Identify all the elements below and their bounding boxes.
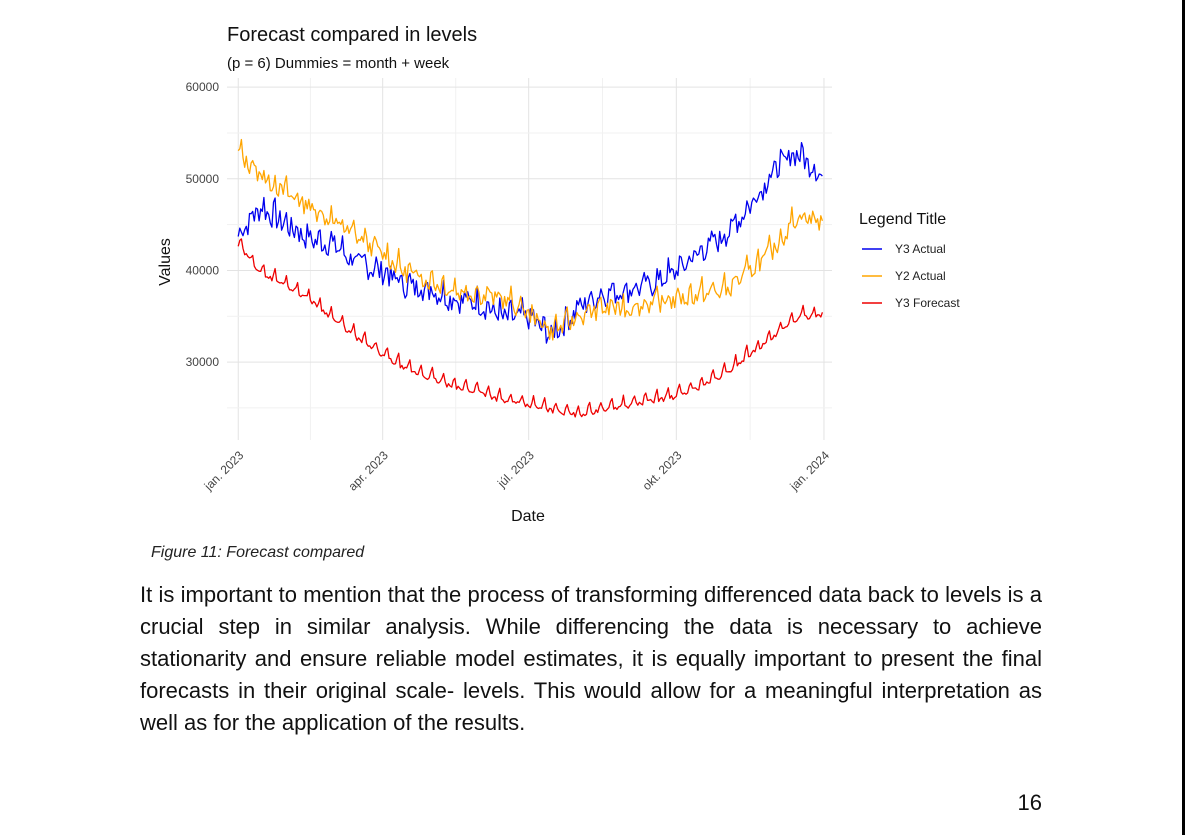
body-paragraph: It is important to mention that the proc… bbox=[140, 582, 1042, 735]
x-tick-label: jan. 2024 bbox=[787, 448, 833, 494]
page-number: 16 bbox=[1017, 790, 1042, 815]
legend-title: Legend Title bbox=[859, 211, 946, 228]
legend-label: Y3 Actual bbox=[895, 242, 946, 256]
series-line-y3-forecast bbox=[237, 238, 824, 418]
chart-subtitle: (p = 6) Dummies = month + week bbox=[227, 55, 450, 72]
legend: Legend Title Y3 Actual Y2 Actual Y3 Foreca… bbox=[859, 211, 960, 310]
series-line-y3-actual bbox=[237, 141, 823, 344]
x-tick-label: júl. 2023 bbox=[494, 448, 537, 491]
y-tick-label: 30000 bbox=[186, 355, 220, 369]
legend-items: Y3 Actual Y2 Actual Y3 Forecast bbox=[862, 242, 960, 310]
y-tick-label: 50000 bbox=[186, 172, 220, 186]
series-lines bbox=[237, 138, 824, 418]
legend-label: Y2 Actual bbox=[895, 269, 946, 283]
x-tick-label: okt. 2023 bbox=[640, 448, 685, 493]
chart-title: Forecast compared in levels bbox=[227, 24, 477, 46]
forecast-line-chart: Forecast compared in levels (p = 6) Dumm… bbox=[157, 24, 960, 525]
series-line-y2-actual bbox=[237, 138, 824, 341]
figure-caption: Figure 11: Forecast compared bbox=[151, 544, 365, 561]
y-axis-label: Values bbox=[157, 238, 174, 286]
x-axis-label: Date bbox=[511, 508, 545, 525]
legend-label: Y3 Forecast bbox=[895, 296, 960, 310]
y-axis-tick-labels: 30000 40000 50000 60000 bbox=[186, 80, 220, 369]
x-tick-label: jan. 2023 bbox=[201, 448, 247, 494]
page-edge bbox=[1182, 0, 1185, 835]
y-tick-label: 60000 bbox=[186, 80, 220, 94]
x-tick-label: apr. 2023 bbox=[345, 448, 391, 494]
x-axis-tick-labels: jan. 2023 apr. 2023 júl. 2023 okt. 2023 jan.… bbox=[201, 448, 832, 494]
y-tick-label: 40000 bbox=[186, 263, 220, 277]
plot-grid bbox=[227, 78, 832, 440]
